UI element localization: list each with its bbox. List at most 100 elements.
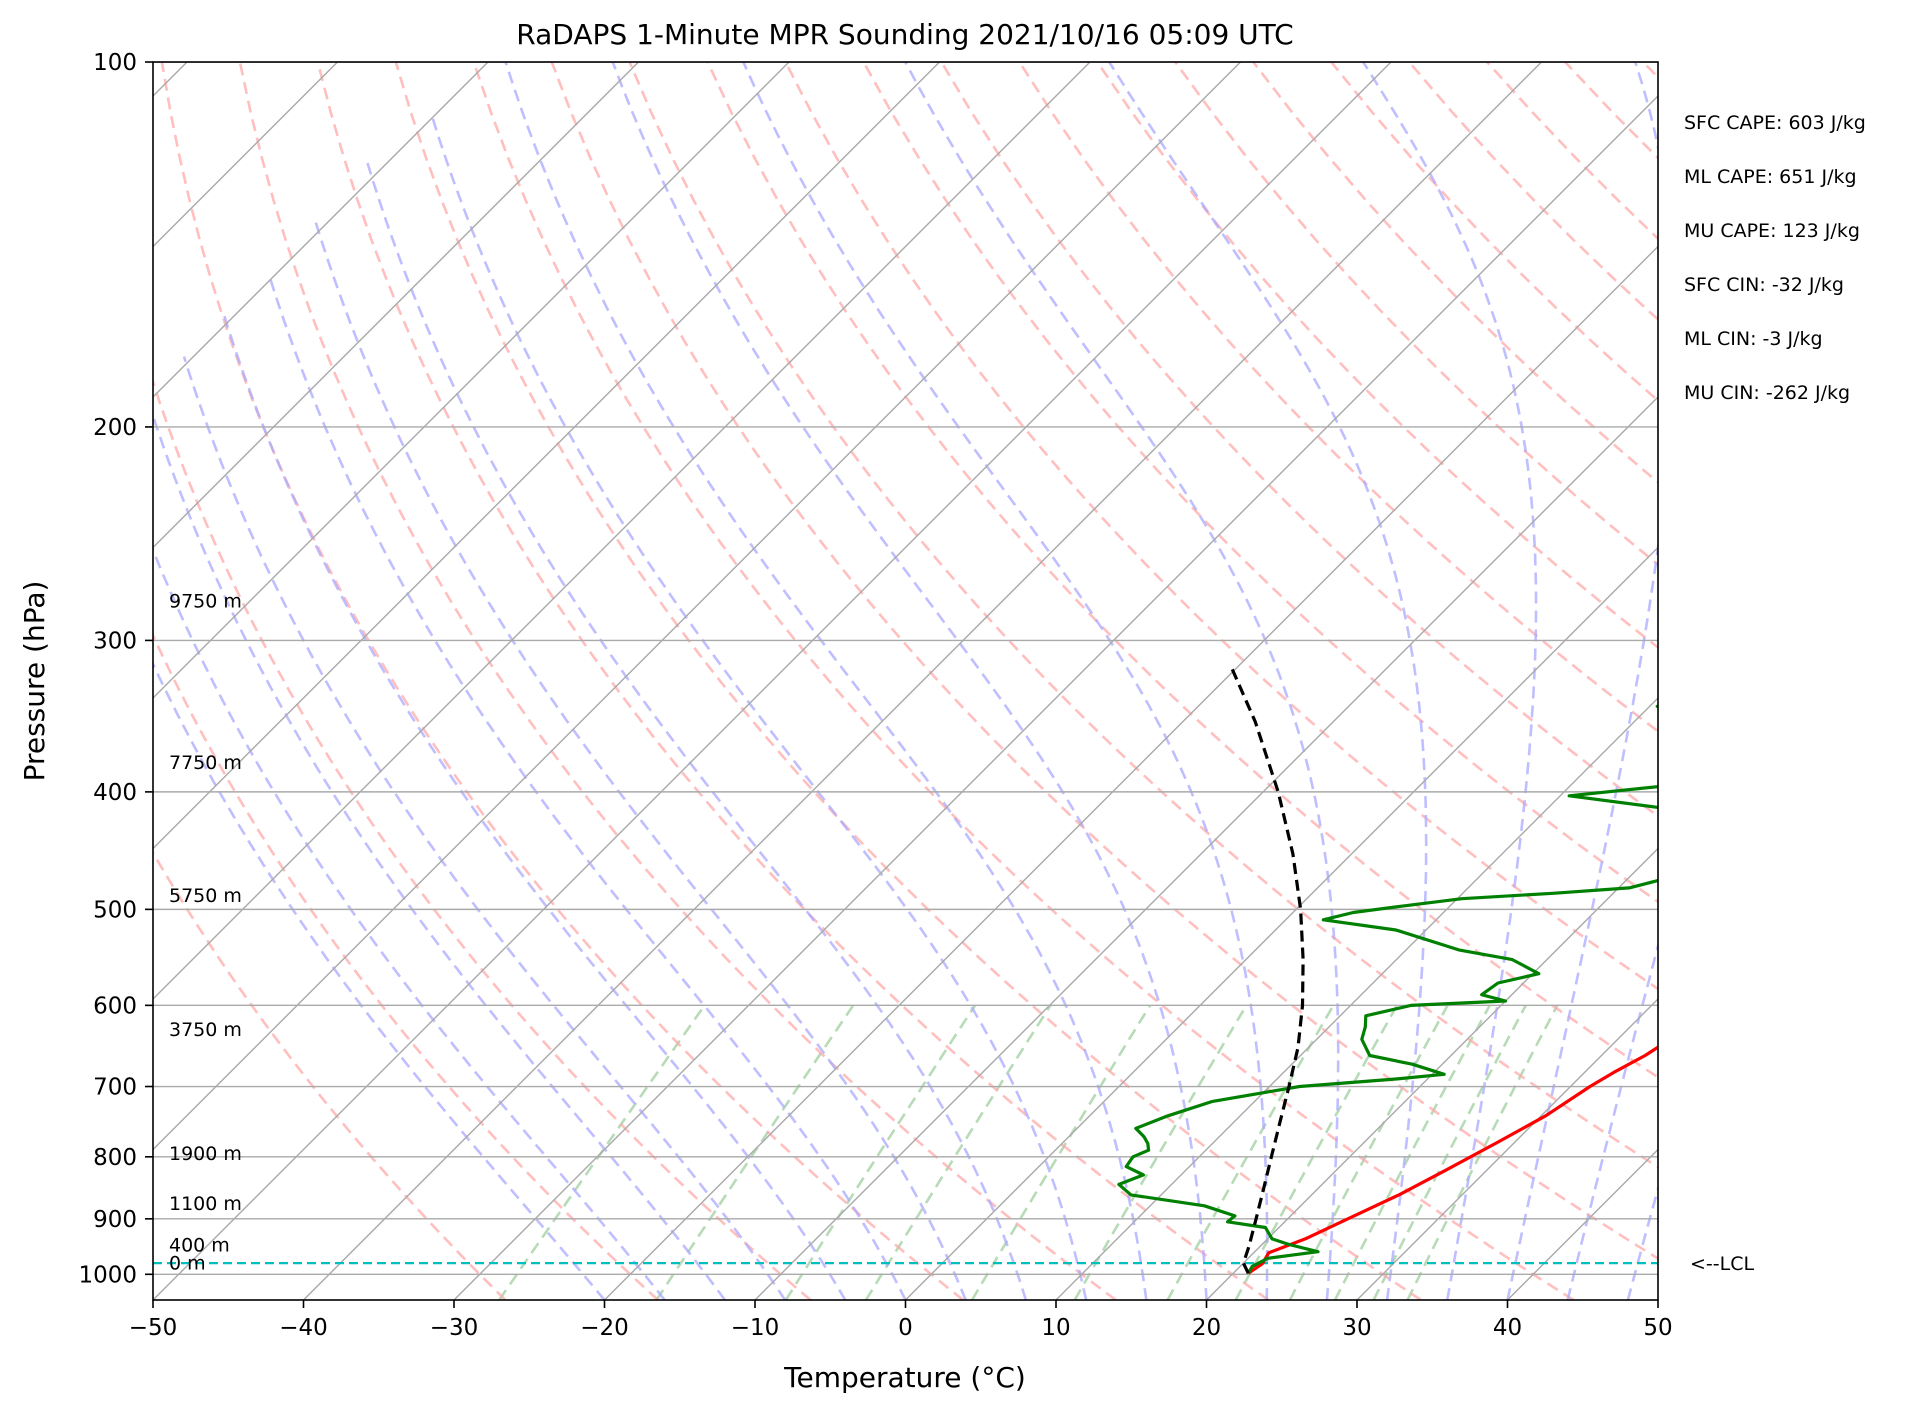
moist-adiabat	[1506, 62, 1658, 1300]
lcl-label: <--LCL	[1690, 1253, 1754, 1275]
y-tick-label: 800	[93, 1145, 137, 1171]
mixing-ratio-line	[1234, 1004, 1399, 1300]
cape-cin-annotation: MU CIN: -262 J/kg	[1684, 382, 1850, 404]
height-label: 3750 m	[169, 1019, 242, 1041]
moist-adiabat	[364, 157, 1028, 1300]
dry-adiabat	[472, 62, 1575, 1300]
y-tick-label: 1000	[78, 1262, 137, 1288]
x-tick-label: −50	[129, 1315, 178, 1341]
x-tick-label: −10	[731, 1315, 780, 1341]
moist-adiabat	[1362, 62, 1538, 1300]
x-tick-label: 20	[1192, 1315, 1221, 1341]
isotherm-line	[153, 62, 1392, 1300]
dry-adiabat	[153, 850, 507, 1300]
moist-adiabat	[429, 111, 1088, 1300]
dry-adiabat	[1174, 62, 1658, 567]
moist-adiabat	[153, 661, 606, 1300]
cape-cin-annotation: ML CIN: -3 J/kg	[1684, 328, 1823, 350]
isotherm-line	[1206, 847, 1658, 1300]
background-lines	[153, 62, 1658, 1300]
cape-cin-annotation: SFC CIN: -32 J/kg	[1684, 274, 1844, 296]
x-tick-label: 50	[1643, 1315, 1672, 1341]
dry-adiabat	[394, 62, 1422, 1300]
moist-adiabat	[153, 411, 726, 1300]
dry-adiabat	[1018, 62, 1658, 733]
x-axis-label: Temperature (°C)	[783, 1361, 1026, 1394]
moist-adiabat	[221, 309, 847, 1300]
isotherm-line	[754, 396, 1658, 1300]
height-label: 7750 m	[169, 752, 242, 774]
dry-adiabat	[153, 377, 812, 1300]
y-tick-label: 400	[93, 780, 137, 806]
mixing-ratio-line	[784, 1004, 977, 1300]
mixing-ratio-line	[655, 1004, 855, 1300]
moist-adiabat	[904, 62, 1340, 1300]
dry-adiabat	[1096, 62, 1658, 650]
y-axis-label: Pressure (hPa)	[18, 581, 51, 782]
x-tick-label: 0	[898, 1315, 913, 1341]
mixing-ratio-line	[970, 1004, 1152, 1300]
mixing-ratio-line	[1406, 1004, 1559, 1300]
y-tick-label: 500	[93, 897, 137, 923]
chart-title: RaDAPS 1-Minute MPR Sounding 2021/10/16 …	[516, 18, 1293, 51]
moist-adiabat	[313, 219, 967, 1300]
moist-adiabat	[1566, 940, 1658, 1300]
x-tick-label: 40	[1493, 1315, 1522, 1341]
height-label: 1100 m	[169, 1193, 242, 1215]
moist-adiabat	[182, 356, 787, 1300]
cape-cin-annotation: SFC CAPE: 603 J/kg	[1684, 112, 1866, 134]
temperature-line	[1247, 1045, 1658, 1275]
height-label: 9750 m	[169, 591, 242, 613]
mixing-ratio-line	[1073, 1004, 1248, 1300]
isotherm-line	[303, 62, 1542, 1300]
x-tick-label: 10	[1041, 1315, 1070, 1341]
y-tick-label: 300	[93, 628, 137, 654]
isotherm-line	[905, 546, 1658, 1300]
moist-adiabat	[742, 62, 1269, 1300]
isotherm-line	[153, 62, 639, 549]
height-label: 400 m	[169, 1235, 230, 1257]
isotherm-line	[153, 62, 790, 699]
dewpoint-line	[1117, 704, 1658, 1275]
y-tick-label: 200	[93, 415, 137, 441]
parcel-line	[1229, 665, 1305, 1274]
axis-ticks: −50 −40 −30 −20 −10 0 10 20 30 40 50 100 200 300 400 50…	[78, 50, 1672, 1341]
isotherm-line	[153, 62, 1091, 1000]
x-tick-label: 30	[1342, 1315, 1371, 1341]
dry-adiabat	[784, 62, 1658, 991]
y-tick-label: 100	[93, 50, 137, 76]
y-tick-label: 700	[93, 1075, 137, 1101]
mixing-ratio-line	[498, 1004, 706, 1300]
cape-cin-annotation: MU CAPE: 123 J/kg	[1684, 220, 1860, 242]
isotherm-line	[1356, 998, 1658, 1300]
mixing-ratio-line	[1166, 1004, 1335, 1300]
mixing-ratio-line	[864, 1004, 1052, 1300]
moist-adiabat	[153, 546, 666, 1300]
isotherm-line	[453, 95, 1658, 1300]
height-label: 5750 m	[169, 885, 242, 907]
moist-adiabat	[504, 62, 1148, 1300]
height-label: 0 m	[169, 1252, 206, 1274]
mixing-ratio-line	[1333, 1004, 1491, 1300]
y-tick-label: 600	[93, 993, 137, 1019]
moist-adiabat	[611, 62, 1208, 1300]
isotherm-line	[153, 62, 940, 850]
x-tick-label: −20	[580, 1315, 629, 1341]
dry-adiabat	[316, 62, 1270, 1300]
x-tick-label: −40	[279, 1315, 328, 1341]
height-label: 1900 m	[169, 1143, 242, 1165]
dry-adiabat	[153, 632, 659, 1300]
moist-adiabat	[1108, 62, 1428, 1300]
mixing-ratio-line	[1288, 1004, 1449, 1300]
cape-cin-annotations: SFC CAPE: 603 J/kg ML CAPE: 651 J/kg MU CA…	[1684, 112, 1866, 404]
isotherm-line	[153, 62, 489, 398]
dry-adiabat	[628, 62, 1658, 1169]
dry-adiabat	[862, 62, 1658, 904]
isotherm-line	[153, 62, 1241, 1151]
dry-adiabat	[238, 62, 1117, 1300]
dry-adiabat	[550, 62, 1658, 1261]
sounding-series	[1117, 665, 1658, 1275]
